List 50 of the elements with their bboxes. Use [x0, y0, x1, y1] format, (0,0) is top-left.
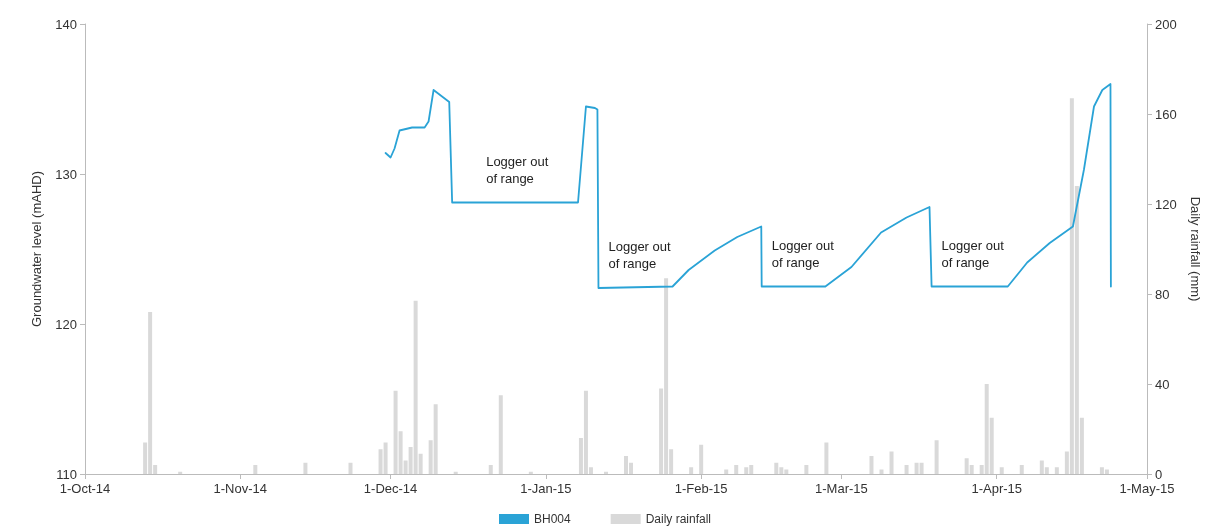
- y-tick-label: 140: [55, 16, 77, 32]
- bar: [624, 456, 629, 474]
- bar: [774, 462, 779, 474]
- line-series: [384, 83, 1112, 289]
- y2-tick-label: 40: [1155, 376, 1170, 392]
- annotation: Logger out of range: [608, 239, 675, 271]
- bar: [744, 467, 749, 474]
- y-tick-label: 110: [56, 466, 77, 482]
- bar: [1019, 465, 1024, 474]
- bar: [904, 465, 909, 474]
- bar: [999, 467, 1004, 474]
- y2-tick-label: 0: [1155, 466, 1163, 482]
- bar: [804, 465, 809, 474]
- bar: [1054, 467, 1059, 474]
- x-tick-label: 1-Feb-15: [674, 481, 728, 496]
- annotation: Logger out of range: [486, 153, 552, 186]
- legend-label: BH004: [533, 512, 571, 526]
- x-tick-label: 1-Nov-14: [213, 481, 268, 496]
- x-tick-label: 1-Apr-15: [971, 481, 1023, 496]
- bar: [889, 451, 894, 474]
- bar: [488, 465, 493, 474]
- x-tick-label: 1-Dec-14: [363, 481, 418, 496]
- bar: [699, 444, 704, 474]
- y2-tick-label: 200: [1155, 16, 1177, 32]
- x-tick-label: 1-May-15: [1119, 481, 1175, 496]
- bar: [689, 467, 694, 474]
- y2-tick-label: 120: [1155, 196, 1177, 212]
- bar: [433, 404, 438, 474]
- annotation: Logger out of range: [771, 237, 838, 270]
- y2-tick-label: 80: [1155, 286, 1170, 302]
- bar: [919, 462, 924, 474]
- y-tick-label: 120: [55, 316, 77, 332]
- bar: [383, 442, 388, 474]
- bar: [498, 395, 503, 474]
- y2-tick-label: 160: [1155, 106, 1177, 122]
- y-tick-label: 130: [55, 166, 77, 182]
- y-axis-title: Groundwater level (mAHD): [29, 170, 44, 328]
- bar: [348, 462, 353, 474]
- y2-axis-title: Daily rainfall (mm): [1188, 196, 1203, 302]
- bar: [734, 465, 739, 474]
- legend-label: Daily rainfall: [645, 512, 712, 526]
- bar: [869, 456, 874, 474]
- x-tick-label: 1-Oct-14: [59, 481, 111, 496]
- bar: [253, 465, 258, 474]
- bar: [934, 440, 939, 474]
- annotation: Logger out of range: [941, 237, 1008, 270]
- x-tick-label: 1-Jan-15: [520, 481, 572, 496]
- bar: [824, 442, 829, 474]
- x-tick-label: 1-Mar-15: [815, 481, 868, 496]
- bar: [303, 462, 308, 474]
